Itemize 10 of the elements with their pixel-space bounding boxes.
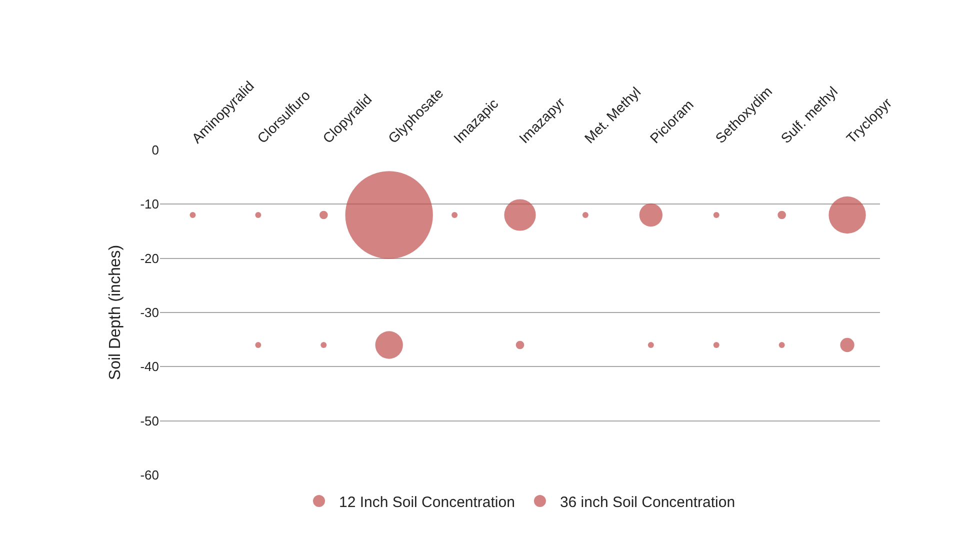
legend-label: 12 Inch Soil Concentration xyxy=(339,494,515,511)
y-tick-label: -50 xyxy=(140,413,159,428)
y-tick-label: -10 xyxy=(140,196,159,212)
y-tick-label: -60 xyxy=(140,468,159,483)
legend-label: 36 inch Soil Concentration xyxy=(560,494,736,511)
y-axis-title: Soil Depth (inches) xyxy=(107,244,124,380)
y-tick-label: -40 xyxy=(140,359,159,374)
y-tick-label: -30 xyxy=(140,305,159,320)
y-tick-label: -20 xyxy=(140,250,159,266)
y-tick-label: 0 xyxy=(152,142,159,158)
